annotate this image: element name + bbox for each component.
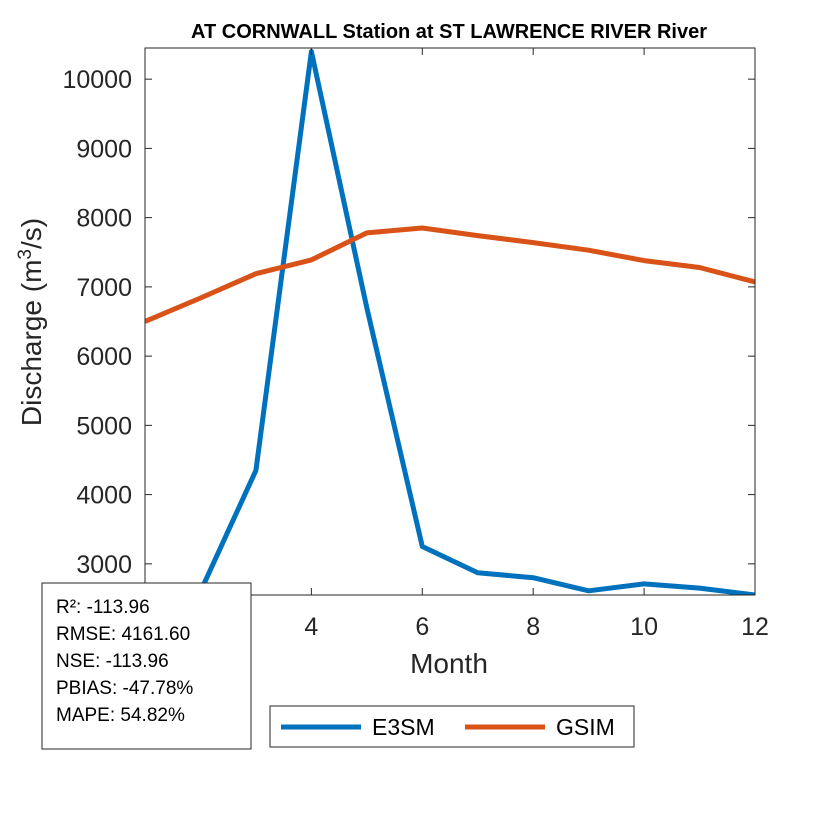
legend: E3SM GSIM xyxy=(269,705,635,748)
y-tick-label: 3000 xyxy=(76,551,132,579)
x-tick-label: 4 xyxy=(304,613,318,641)
stat-mape: MAPE: 54.82% xyxy=(56,705,185,726)
legend-label-gsim: GSIM xyxy=(556,714,615,740)
y-tick-label: 7000 xyxy=(76,274,132,302)
stat-nse: NSE: -113.96 xyxy=(56,651,169,672)
x-axis-label: Month xyxy=(410,648,488,679)
stats-box: R²: -113.96 RMSE: 4161.60 NSE: -113.96 P… xyxy=(41,582,252,750)
plot-background xyxy=(145,48,755,595)
chart-title: AT CORNWALL Station at ST LAWRENCE RIVER… xyxy=(191,21,707,43)
y-axis-label-end: /s) xyxy=(16,218,47,249)
y-tick-label: 9000 xyxy=(76,135,132,163)
stat-pbias: PBIAS: -47.78% xyxy=(56,678,193,699)
x-tick-label: 10 xyxy=(630,613,658,641)
stats-box-frame xyxy=(41,582,252,750)
series-line-gsim xyxy=(145,225,755,324)
stat-rmse: RMSE: 4161.60 xyxy=(56,624,190,645)
y-axis-label-superscript: 3 xyxy=(15,249,36,260)
stat-r2: R²: -113.96 xyxy=(56,597,150,618)
y-tick-label: 10000 xyxy=(62,66,132,94)
plot-area: 4 6 8 10 12 3000 4000 5000 6000 7000 8000 9000 10000 xyxy=(62,47,769,641)
legend-label-e3sm: E3SM xyxy=(372,714,435,740)
y-axis-label: Discharge (m3/s) xyxy=(15,218,47,426)
plot-frame xyxy=(144,47,756,596)
tick-layer: 4 6 8 10 12 3000 4000 5000 6000 7000 8000 9000 10000 xyxy=(62,48,769,641)
x-tick-label: 6 xyxy=(415,613,429,641)
y-tick-label: 8000 xyxy=(76,205,132,233)
series-layer xyxy=(145,49,755,595)
y-axis-label-main: Discharge (m xyxy=(16,260,47,426)
y-tick-label: 5000 xyxy=(76,412,132,440)
x-tick-label: 8 xyxy=(526,613,540,641)
y-tick-label: 6000 xyxy=(76,343,132,371)
x-tick-label: 12 xyxy=(741,613,769,641)
y-tick-label: 4000 xyxy=(76,482,132,510)
series-line-e3sm xyxy=(194,49,755,595)
